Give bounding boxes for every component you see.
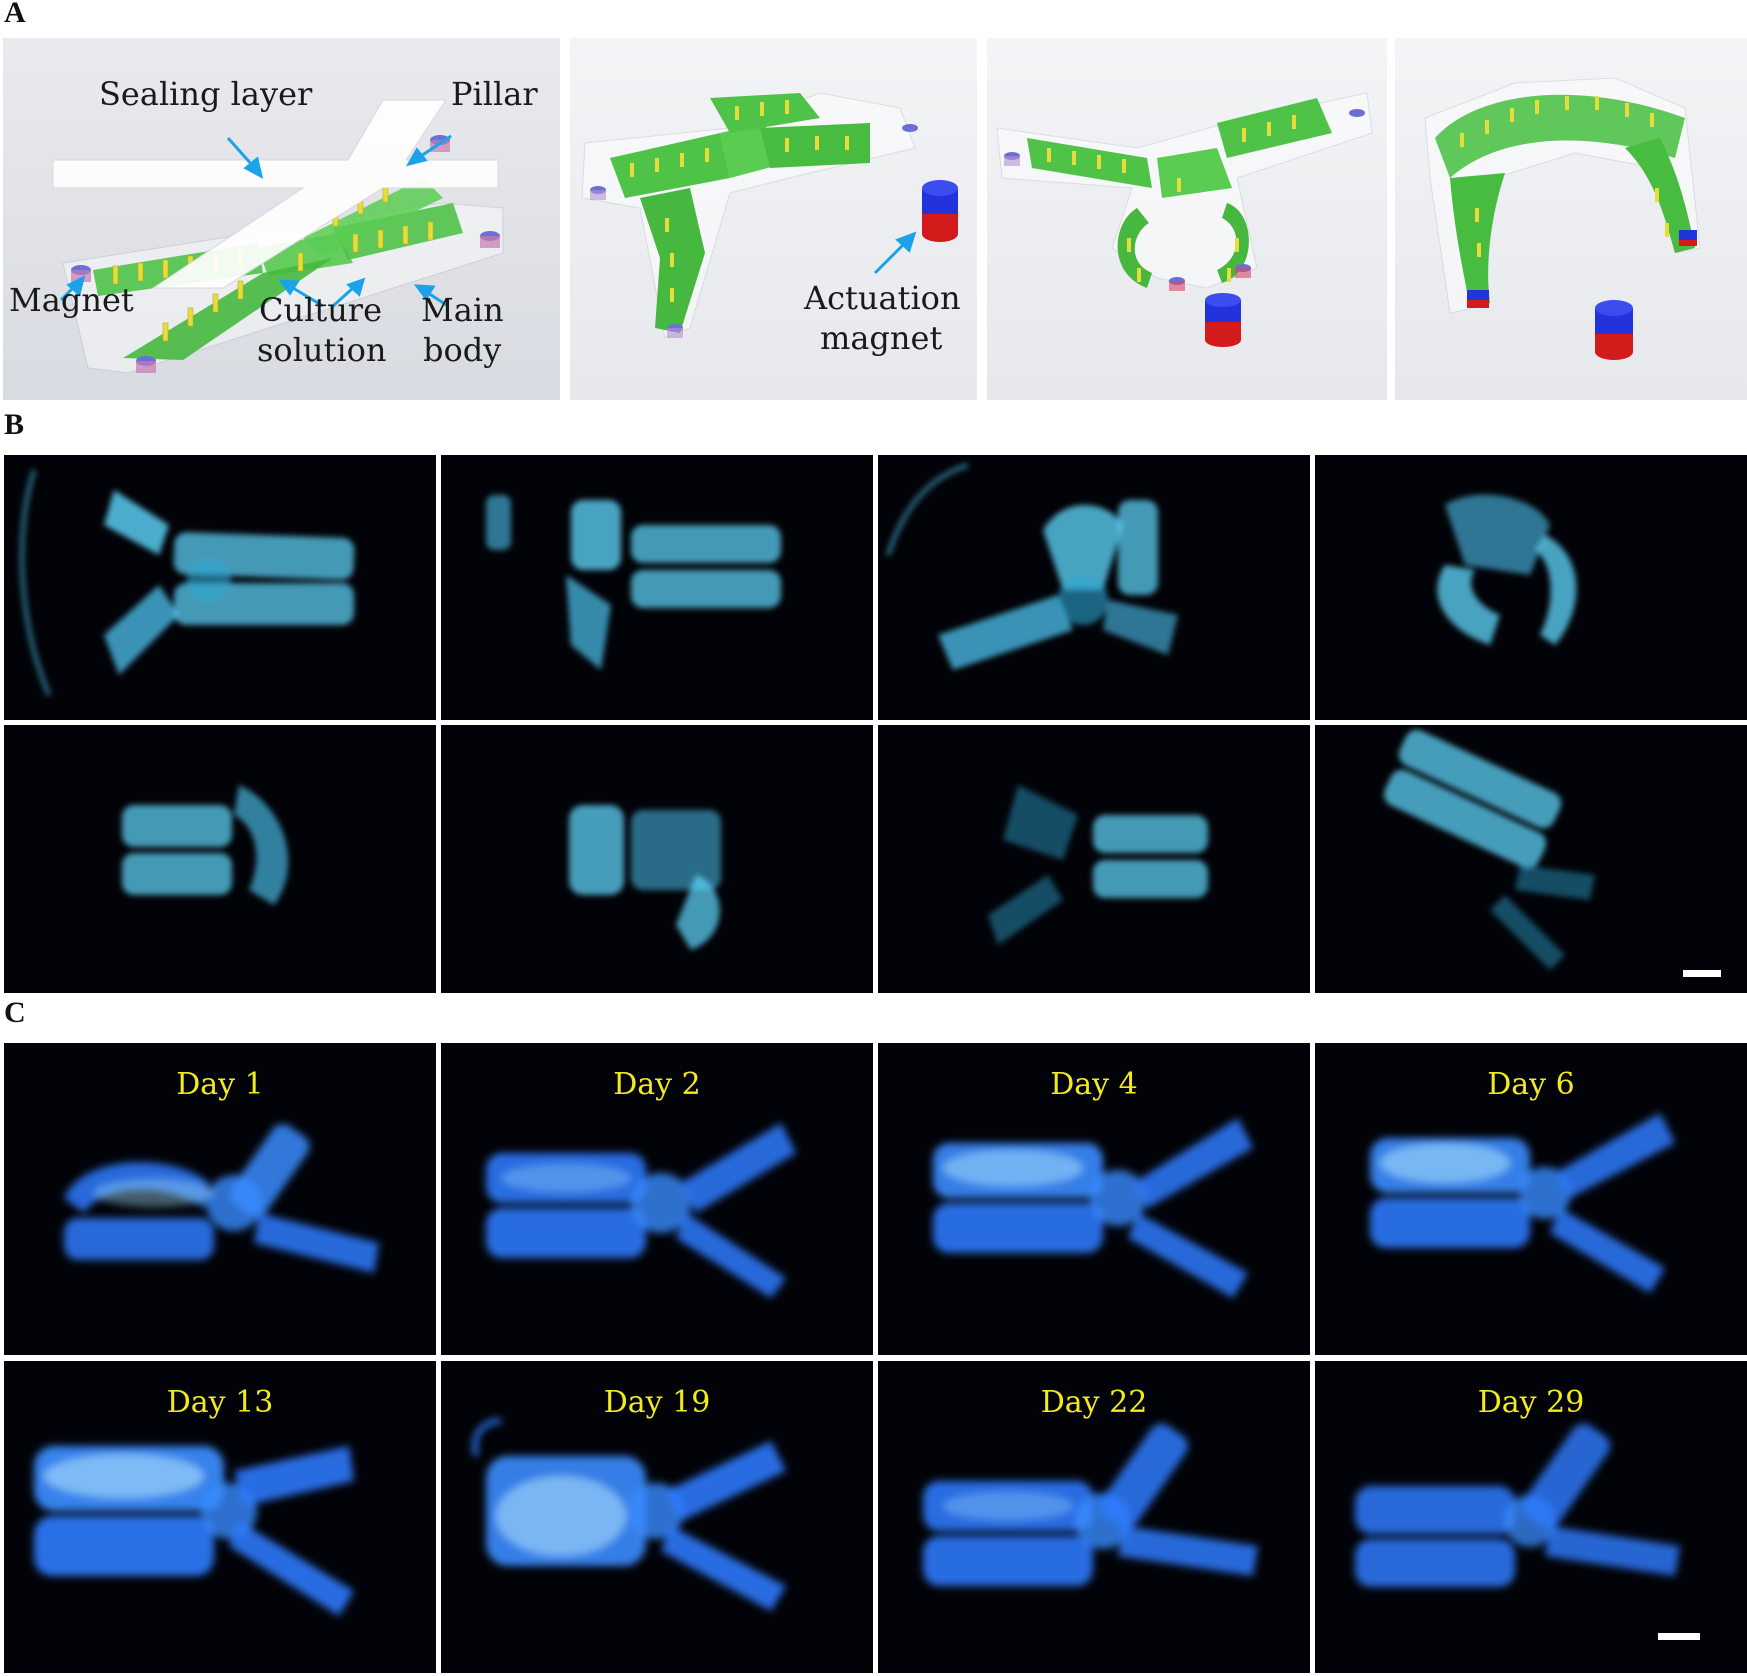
device-fold-step-1: Actuation magnet bbox=[570, 38, 977, 400]
fluorescence-image-b5 bbox=[4, 725, 436, 993]
panel-a-letter: A bbox=[4, 0, 26, 29]
fluorescence-image-b3 bbox=[878, 455, 1310, 720]
label-culture-solution-1: Culture bbox=[259, 291, 383, 329]
fluorescence-day-1: Day 1 bbox=[4, 1043, 436, 1355]
label-culture-solution-2: solution bbox=[257, 331, 387, 369]
day-label: Day 22 bbox=[1040, 1385, 1148, 1420]
fluorescence-image-b4 bbox=[1315, 455, 1747, 720]
panel-b-letter: B bbox=[4, 408, 25, 441]
fluorescence-day-13: Day 13 bbox=[4, 1361, 436, 1673]
fluorescence-image-b2 bbox=[441, 455, 873, 720]
day-label: Day 13 bbox=[166, 1385, 274, 1420]
label-sealing-layer: Sealing layer bbox=[99, 75, 313, 113]
label-pillar: Pillar bbox=[451, 75, 538, 113]
fluorescence-image-b8 bbox=[1315, 725, 1747, 993]
fluorescence-day-19: Day 19 bbox=[441, 1361, 873, 1673]
day-label: Day 4 bbox=[1050, 1067, 1138, 1102]
fluorescence-day-4: Day 4 bbox=[878, 1043, 1310, 1355]
day-label: Day 1 bbox=[176, 1067, 264, 1102]
fluorescence-image-b7 bbox=[878, 725, 1310, 993]
label-main-body-2: body bbox=[423, 331, 502, 369]
fluorescence-day-29: Day 29 bbox=[1315, 1361, 1747, 1673]
scale-bar-b bbox=[1683, 970, 1721, 977]
fluorescence-image-b6 bbox=[441, 725, 873, 993]
device-fold-step-3 bbox=[1395, 38, 1747, 400]
fluorescence-day-22: Day 22 bbox=[878, 1361, 1310, 1673]
scale-bar-c bbox=[1658, 1633, 1700, 1640]
day-label: Day 19 bbox=[603, 1385, 711, 1420]
fluorescence-day-2: Day 2 bbox=[441, 1043, 873, 1355]
label-actuation-magnet-2: magnet bbox=[820, 319, 943, 357]
label-magnet: Magnet bbox=[9, 281, 134, 319]
day-label: Day 6 bbox=[1487, 1067, 1575, 1102]
device-fold-step-2 bbox=[987, 38, 1387, 400]
device-schematic-exploded: Sealing layer Pillar Magnet Culture solu… bbox=[3, 38, 560, 400]
panel-c-letter: C bbox=[4, 996, 26, 1029]
fluorescence-day-6: Day 6 bbox=[1315, 1043, 1747, 1355]
day-label: Day 2 bbox=[613, 1067, 701, 1102]
label-actuation-magnet-1: Actuation bbox=[804, 279, 961, 317]
fluorescence-image-b1 bbox=[4, 455, 436, 720]
label-main-body-1: Main bbox=[421, 291, 504, 329]
day-label: Day 29 bbox=[1477, 1385, 1585, 1420]
